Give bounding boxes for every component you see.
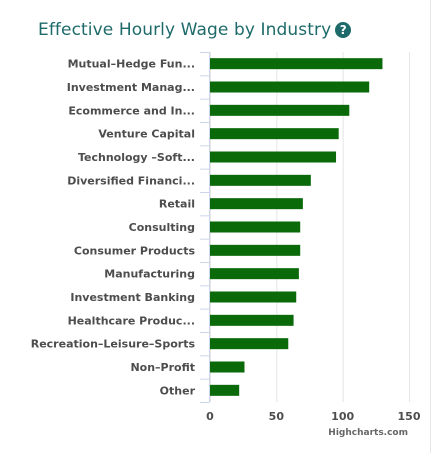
x-tick-label-2: 100 <box>331 410 354 423</box>
bar-14[interactable] <box>210 384 240 396</box>
bar-11[interactable] <box>210 314 294 326</box>
question-circle-icon[interactable]: ? <box>335 22 352 38</box>
bar-2[interactable] <box>210 104 350 116</box>
x-tick-label-1: 50 <box>269 410 285 423</box>
category-label-7: Consulting <box>129 221 195 234</box>
bar-1[interactable] <box>210 81 370 93</box>
bar-8[interactable] <box>210 244 301 256</box>
category-label-2: Ecommerce and In... <box>68 104 195 117</box>
bar-10[interactable] <box>210 291 297 303</box>
category-label-3: Venture Capital <box>98 128 195 141</box>
category-label-11: Healthcare Produc... <box>68 314 195 327</box>
category-label-8: Consumer Products <box>74 244 196 257</box>
x-tick-label-0: 0 <box>206 410 214 423</box>
category-label-1: Investment Manag... <box>67 81 195 94</box>
category-label-0: Mutual–Hedge Fun... <box>68 58 195 71</box>
bar-7[interactable] <box>210 221 301 233</box>
highcharts-credits[interactable]: Highcharts.com <box>328 428 408 438</box>
category-labels: Mutual–Hedge Fun... Investment Manag... Ec… <box>31 58 196 398</box>
category-label-14: Other <box>160 384 196 397</box>
category-label-13: Non–Profit <box>130 361 195 374</box>
category-axis <box>200 52 210 403</box>
category-label-12: Recreation–Leisure–Sports <box>31 338 196 351</box>
bar-12[interactable] <box>210 338 289 350</box>
category-label-9: Manufacturing <box>104 268 195 281</box>
category-label-6: Retail <box>159 198 195 211</box>
category-label-5: Diversified Financi... <box>67 174 195 187</box>
x-tick-label-3: 150 <box>398 410 421 423</box>
chart-title-row: Effective Hourly Wage by Industry? <box>38 20 352 40</box>
value-axis-labels: 0 50 100 150 <box>206 410 421 423</box>
bar-3[interactable] <box>210 128 339 140</box>
bar-13[interactable] <box>210 361 245 373</box>
chart-title: Effective Hourly Wage by Industry <box>38 20 332 40</box>
category-label-10: Investment Banking <box>70 291 195 304</box>
bar-5[interactable] <box>210 174 311 186</box>
bar-6[interactable] <box>210 198 303 210</box>
bar-0[interactable] <box>210 58 383 70</box>
category-label-4: Technology –Soft... <box>78 151 195 164</box>
bar-9[interactable] <box>210 268 299 280</box>
bars <box>210 58 383 396</box>
bar-4[interactable] <box>210 151 337 163</box>
